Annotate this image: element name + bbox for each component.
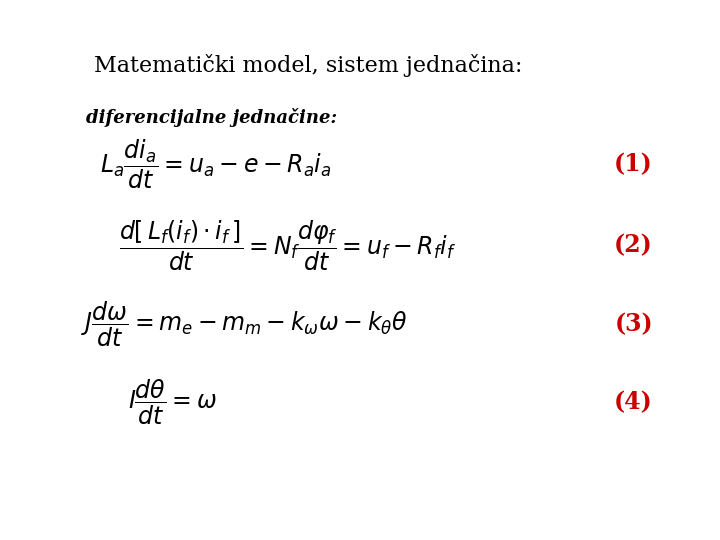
Text: $\dfrac{d\left[\, L_f(i_f)\cdot i_f\,\right]}{dt} = N_f \dfrac{d\varphi_f}{dt} =: $\dfrac{d\left[\, L_f(i_f)\cdot i_f\,\ri…	[120, 219, 456, 273]
Text: (3): (3)	[614, 312, 653, 336]
Text: (2): (2)	[614, 234, 653, 258]
Text: Matematički model, sistem jednačina:: Matematički model, sistem jednačina:	[94, 54, 522, 77]
Text: $L_a \dfrac{di_a}{dt} = u_a - e - R_a i_a$: $L_a \dfrac{di_a}{dt} = u_a - e - R_a i_…	[100, 138, 332, 192]
Text: (1): (1)	[614, 153, 653, 177]
Text: $J\dfrac{d\omega}{dt} = m_e - m_m - k_\omega\omega - k_\theta\theta$: $J\dfrac{d\omega}{dt} = m_e - m_m - k_\o…	[81, 299, 408, 349]
Text: (4): (4)	[614, 390, 653, 414]
Text: $I\dfrac{d\theta}{dt} = \omega$: $I\dfrac{d\theta}{dt} = \omega$	[128, 377, 217, 427]
Text: diferencijalne jednačine:: diferencijalne jednačine:	[86, 108, 338, 127]
